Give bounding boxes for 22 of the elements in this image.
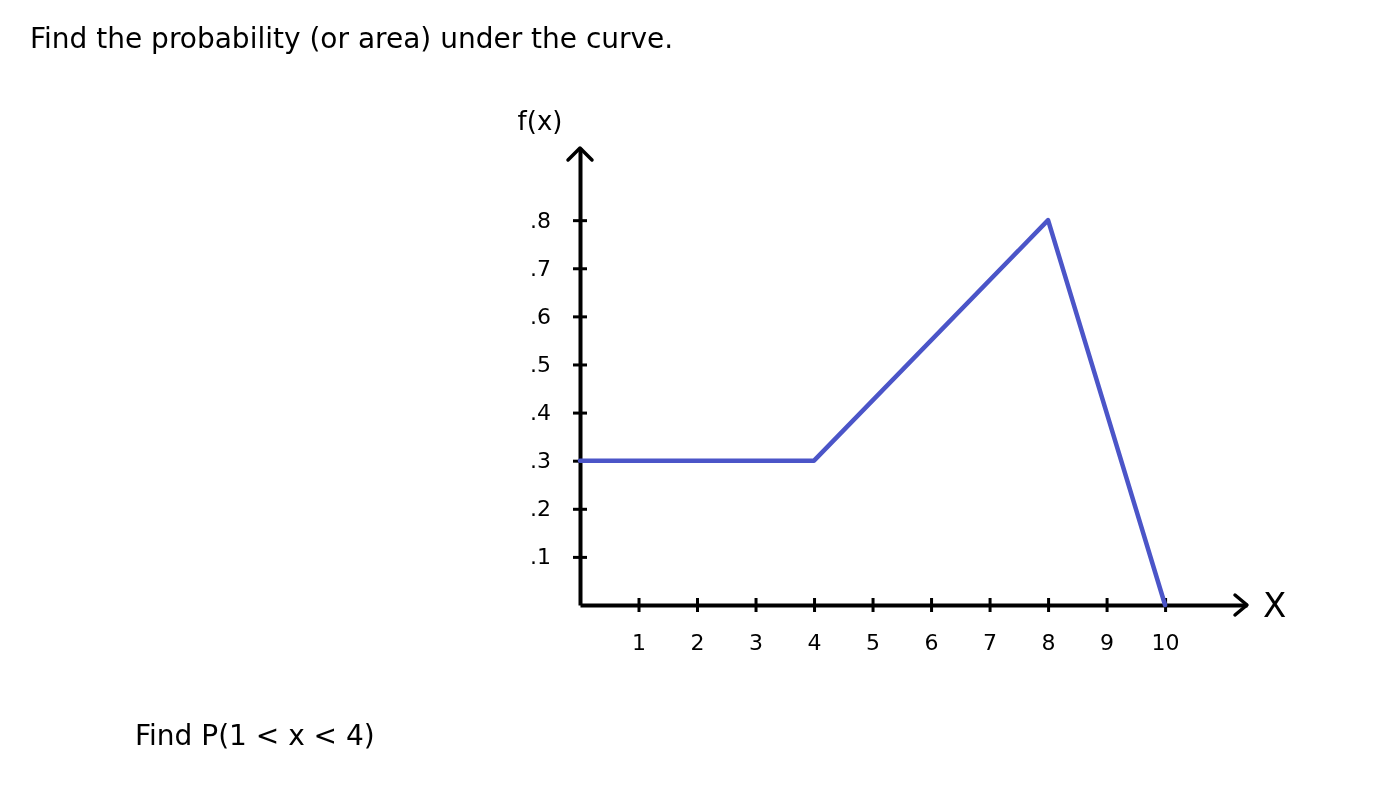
x-tick-label: 8 [1041,629,1056,655]
y-tick-label: .4 [530,400,551,426]
x-axis-title: X [1263,585,1287,625]
y-tick-label: .1 [530,544,551,570]
y-tick-label: .6 [530,303,551,329]
x-tick-label: 7 [983,629,998,655]
x-tick-label: 3 [749,629,764,655]
text: Find the probability (or area) under the curve. [30,22,674,55]
y-axis-title: f(x) [517,106,563,136]
x-tick-label: 9 [1100,629,1115,655]
y-tick-label: .8 [530,207,551,233]
x-tick-label: 5 [866,629,881,655]
x-tick-label: 10 [1151,629,1180,655]
y-tick-label: .7 [530,255,551,281]
y-tick-label: .3 [530,448,551,474]
x-tick-label: 2 [690,629,705,655]
text: Find P(1 < x < 4) [135,719,375,752]
y-tick-label: .2 [530,496,551,522]
x-tick-label: 6 [924,629,939,655]
x-tick-label: 1 [632,629,647,655]
y-tick-label: .5 [530,352,551,378]
x-tick-label: 4 [807,629,822,655]
